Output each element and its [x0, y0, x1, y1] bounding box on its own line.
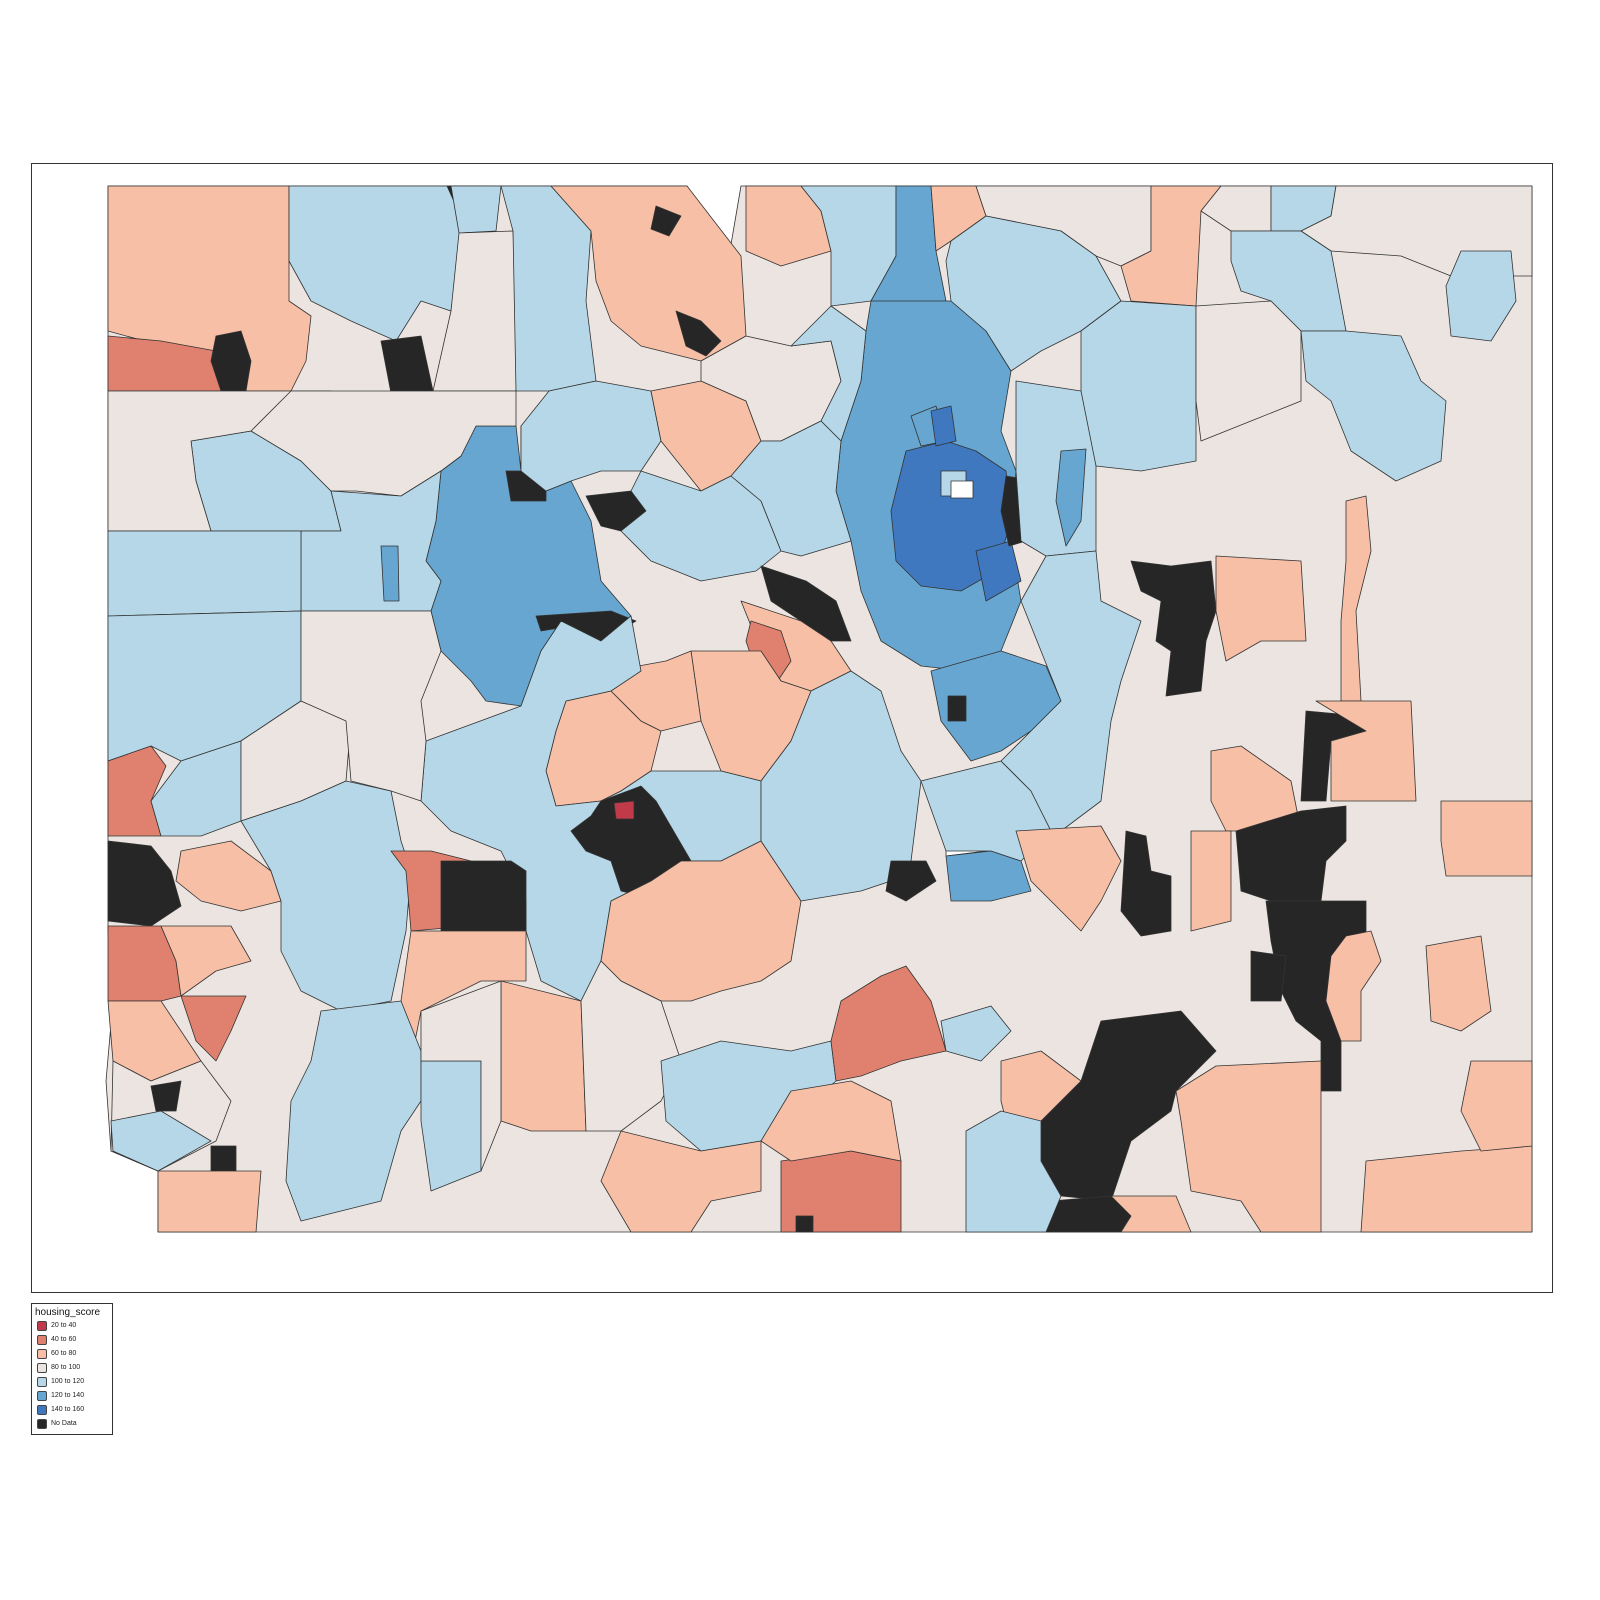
legend-title: housing_score	[35, 1307, 101, 1318]
region[interactable]	[1250, 950, 1287, 1002]
region[interactable]	[380, 545, 400, 602]
legend-swatch	[37, 1363, 47, 1373]
region[interactable]	[945, 215, 1122, 372]
region[interactable]	[570, 785, 692, 902]
region[interactable]	[730, 420, 852, 557]
region[interactable]	[1055, 448, 1087, 547]
legend-swatch	[37, 1377, 47, 1387]
region[interactable]	[947, 695, 967, 722]
region[interactable]	[1215, 555, 1307, 662]
legend-swatch	[37, 1391, 47, 1401]
region[interactable]	[300, 470, 442, 612]
region[interactable]	[110, 1110, 212, 1172]
region[interactable]	[1440, 800, 1533, 877]
region[interactable]	[1360, 1145, 1533, 1233]
map-frame	[31, 163, 1553, 1293]
region[interactable]	[450, 185, 502, 234]
region[interactable]	[440, 860, 527, 932]
region[interactable]	[150, 1080, 182, 1112]
map-legend: housing_score 20 to 40 40 to 60 60 to 80 80…	[31, 1303, 113, 1435]
region[interactable]	[1195, 300, 1302, 442]
legend-swatch	[37, 1321, 47, 1331]
region[interactable]	[1175, 1060, 1322, 1233]
region[interactable]	[1110, 1195, 1192, 1233]
region[interactable]	[175, 840, 282, 912]
region[interactable]	[795, 1215, 814, 1233]
region[interactable]	[420, 1060, 482, 1192]
region[interactable]	[1120, 830, 1172, 937]
region[interactable]	[613, 800, 635, 820]
region[interactable]	[1325, 930, 1382, 1042]
region[interactable]	[107, 530, 302, 617]
region[interactable]	[160, 925, 252, 997]
region[interactable]	[107, 840, 182, 927]
legend-label: 80 to 100	[51, 1364, 81, 1371]
legend-swatch	[37, 1405, 47, 1415]
region[interactable]	[940, 1005, 1012, 1062]
region[interactable]	[1315, 700, 1417, 802]
region[interactable]	[420, 980, 502, 1172]
region[interactable]	[965, 1110, 1062, 1233]
legend-label: 20 to 40	[51, 1322, 77, 1329]
legend-label: 40 to 60	[51, 1336, 77, 1343]
region[interactable]	[1015, 825, 1122, 932]
legend-label: 120 to 140	[51, 1392, 85, 1399]
legend-label: 100 to 120	[51, 1378, 85, 1385]
region[interactable]	[1000, 550, 1142, 832]
legend-swatch	[37, 1335, 47, 1345]
region[interactable]	[620, 470, 782, 582]
region[interactable]	[975, 540, 1022, 602]
region[interactable]	[1300, 330, 1447, 482]
region[interactable]	[1425, 935, 1492, 1032]
region[interactable]	[1190, 830, 1232, 932]
region[interactable]	[1130, 560, 1217, 697]
region[interactable]	[550, 185, 747, 362]
region[interactable]	[285, 1000, 422, 1222]
legend-label: 140 to 160	[51, 1406, 85, 1413]
region[interactable]	[500, 980, 587, 1132]
region[interactable]	[650, 205, 682, 237]
region[interactable]	[1445, 250, 1517, 342]
region[interactable]	[1080, 300, 1197, 472]
region[interactable]	[830, 965, 947, 1082]
region[interactable]	[300, 610, 442, 802]
legend-label: No Data	[51, 1420, 77, 1427]
region[interactable]	[600, 1130, 762, 1233]
region[interactable]	[885, 860, 937, 902]
legend-swatch	[37, 1349, 47, 1359]
region[interactable]	[950, 480, 974, 499]
region[interactable]	[675, 310, 722, 357]
choropleth-map[interactable]	[32, 164, 1552, 1292]
region[interactable]	[1460, 1060, 1533, 1152]
region[interactable]	[930, 405, 957, 447]
region[interactable]	[180, 995, 247, 1062]
region[interactable]	[240, 780, 412, 1012]
legend-swatch	[37, 1419, 47, 1429]
region[interactable]	[760, 1080, 902, 1162]
region[interactable]	[760, 565, 852, 642]
legend-label: 60 to 80	[51, 1350, 77, 1357]
region[interactable]	[157, 1170, 262, 1233]
